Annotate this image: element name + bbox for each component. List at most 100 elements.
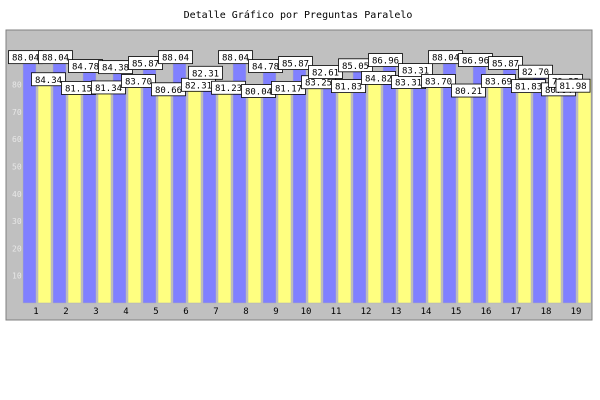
data-label-text: 80.66 bbox=[155, 86, 182, 96]
bar bbox=[277, 81, 292, 304]
bar bbox=[382, 65, 397, 304]
data-label-text: 83.70 bbox=[125, 77, 152, 87]
data-label-text: 80.04 bbox=[245, 87, 272, 97]
data-label: 85.87 bbox=[128, 56, 163, 70]
x-tick-label: 14 bbox=[421, 307, 432, 317]
data-label: 88.04 bbox=[8, 50, 43, 65]
bar-series bbox=[22, 62, 592, 304]
data-label: 80.66 bbox=[151, 82, 186, 97]
data-label-text: 85.05 bbox=[342, 62, 369, 72]
y-tick-label: 60 bbox=[12, 135, 22, 144]
data-label: 84.34 bbox=[31, 72, 66, 87]
data-labels: 88.04 84.34 88.04 81.15 84.78 81.34 84.38 83.70… bbox=[8, 50, 591, 98]
data-label-box bbox=[421, 74, 456, 88]
data-label-text: 83.70 bbox=[425, 77, 452, 87]
data-label: 80.04 bbox=[241, 84, 276, 98]
bar bbox=[217, 80, 232, 304]
data-label-text: 85.87 bbox=[492, 60, 519, 70]
data-label-box bbox=[488, 56, 523, 70]
x-tick-label: 7 bbox=[213, 307, 218, 317]
data-label-text: 82.70 bbox=[522, 68, 549, 78]
bar bbox=[172, 62, 187, 304]
data-label: 81.23 bbox=[211, 80, 246, 95]
data-label-text: 85.87 bbox=[282, 60, 309, 70]
data-label: 83.70 bbox=[421, 74, 456, 88]
data-label-text: 82.31 bbox=[192, 69, 219, 79]
y-tick-label: 50 bbox=[12, 163, 22, 172]
bar bbox=[322, 77, 337, 304]
bar bbox=[262, 71, 277, 304]
data-label-text: 81.83 bbox=[515, 83, 542, 93]
bar bbox=[22, 62, 37, 304]
data-label: 84.38 bbox=[98, 60, 133, 75]
data-label-text: 88.04 bbox=[12, 54, 39, 64]
x-tick-label: 16 bbox=[481, 307, 492, 317]
data-label-box bbox=[368, 53, 403, 67]
data-label: 82.70 bbox=[518, 64, 553, 79]
x-tick-label: 17 bbox=[511, 307, 522, 317]
data-label: 81.98 bbox=[555, 78, 591, 93]
data-label-text: 81.23 bbox=[215, 84, 242, 94]
bar bbox=[547, 82, 562, 304]
data-label: 81.83 bbox=[511, 79, 546, 94]
data-label-text: 85.87 bbox=[132, 60, 159, 70]
data-label-box bbox=[451, 83, 486, 98]
bar bbox=[112, 72, 127, 304]
data-label-box bbox=[218, 50, 253, 65]
data-label: 84.82 bbox=[361, 71, 396, 85]
data-label-text: 81.34 bbox=[95, 84, 122, 94]
data-label-box bbox=[398, 63, 433, 77]
bar bbox=[247, 84, 262, 304]
data-label-box bbox=[38, 50, 73, 65]
data-label-text: 84.78 bbox=[252, 63, 279, 73]
data-label-text: 83.31 bbox=[402, 67, 429, 77]
bar bbox=[292, 68, 307, 304]
bar bbox=[367, 71, 382, 304]
data-label-box bbox=[331, 79, 366, 94]
data-label-text: 82.31 bbox=[185, 81, 212, 91]
data-label: 83.31 bbox=[391, 75, 426, 89]
x-tick-label: 1 bbox=[33, 307, 38, 317]
data-label: 85.87 bbox=[278, 56, 313, 70]
data-label: 83.70 bbox=[121, 74, 156, 88]
data-label: 85.05 bbox=[338, 58, 373, 73]
data-label: 85.87 bbox=[488, 56, 523, 70]
x-tick-label: 10 bbox=[301, 307, 312, 317]
data-label: 82.31 bbox=[188, 65, 223, 80]
bar bbox=[232, 62, 247, 304]
x-tick-label: 6 bbox=[183, 307, 188, 317]
data-label-text: 81.15 bbox=[65, 84, 92, 94]
bar bbox=[127, 74, 142, 304]
bar bbox=[412, 75, 427, 304]
y-tick-label: 70 bbox=[12, 108, 22, 117]
data-label: 82.31 bbox=[181, 77, 216, 92]
bar bbox=[517, 79, 532, 304]
data-label: 88.04 bbox=[428, 50, 463, 65]
data-label: 81.83 bbox=[331, 79, 366, 94]
data-label-box bbox=[121, 74, 156, 88]
data-label-text: 88.04 bbox=[42, 54, 69, 64]
bar bbox=[397, 75, 412, 304]
data-label-box bbox=[518, 64, 553, 79]
x-tick-label: 12 bbox=[361, 307, 372, 317]
y-axis-ticks: 10 20 30 40 50 60 70 80 bbox=[12, 81, 22, 281]
bar bbox=[577, 78, 592, 304]
data-label: 88.04 bbox=[38, 50, 73, 65]
y-tick-label: 10 bbox=[12, 272, 22, 281]
x-tick-label: 2 bbox=[63, 307, 68, 317]
data-label-text: 84.34 bbox=[35, 76, 62, 86]
bar bbox=[97, 80, 112, 304]
data-label-text: 80.21 bbox=[455, 87, 482, 97]
x-tick-label: 4 bbox=[123, 307, 128, 317]
data-label-text: 84.82 bbox=[365, 74, 392, 84]
data-label-text: 88.04 bbox=[432, 54, 459, 64]
data-label-box bbox=[31, 72, 66, 87]
data-label-box bbox=[555, 78, 591, 93]
data-label-text: 81.98 bbox=[559, 82, 586, 92]
data-label-text: 88.04 bbox=[162, 54, 189, 64]
x-tick-label: 15 bbox=[451, 307, 462, 317]
data-label: 83.31 bbox=[398, 63, 433, 77]
data-label-text: 88.04 bbox=[222, 54, 249, 64]
y-tick-label: 40 bbox=[12, 190, 22, 199]
